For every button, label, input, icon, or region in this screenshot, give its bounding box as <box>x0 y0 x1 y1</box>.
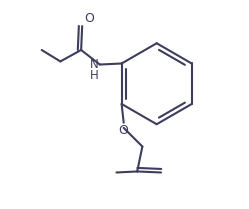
Text: O: O <box>118 124 128 137</box>
Text: N: N <box>89 58 98 71</box>
Text: H: H <box>89 69 98 83</box>
Text: O: O <box>85 12 95 25</box>
